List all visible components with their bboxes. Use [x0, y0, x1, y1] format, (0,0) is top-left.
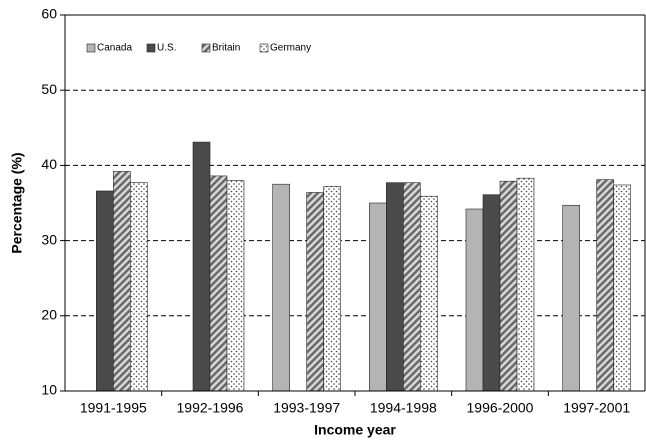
x-tick-label: 1993-1997 [273, 400, 340, 416]
bar [226, 180, 245, 392]
bar [516, 177, 535, 392]
bar [499, 180, 518, 392]
bar [130, 182, 148, 392]
bar [323, 186, 341, 392]
y-tick-label: 10 [41, 382, 57, 398]
bar [420, 195, 438, 392]
legend-swatch [201, 43, 211, 53]
x-tick-label: 1991-1995 [80, 400, 147, 416]
legend-swatch [259, 43, 269, 53]
bar [596, 179, 614, 392]
x-tick-label: 1994-1998 [370, 400, 437, 416]
y-tick-label: 60 [41, 6, 57, 22]
x-tick-label: 1996-2000 [467, 400, 534, 416]
bar [465, 208, 484, 392]
bar [482, 194, 501, 392]
x-tick-label: 1992-1996 [177, 400, 244, 416]
legend-label: Germany [270, 43, 311, 54]
legend-label: Canada [97, 43, 132, 54]
bar [369, 202, 387, 392]
y-tick-label: 40 [41, 156, 57, 172]
bar [192, 141, 211, 392]
bar [386, 182, 404, 392]
y-tick-label: 30 [41, 231, 57, 247]
bar [272, 183, 290, 392]
bar [209, 175, 228, 392]
y-tick-label: 20 [41, 307, 57, 323]
bar [562, 204, 580, 392]
y-tick-label: 50 [41, 81, 57, 97]
bar [96, 190, 114, 392]
legend-swatch [146, 43, 156, 53]
bar [306, 192, 324, 392]
bar [613, 184, 631, 392]
bar [113, 171, 131, 392]
y-axis-title: Percentage (%) [9, 152, 25, 253]
x-axis-title: Income year [314, 422, 396, 438]
legend-label: Britain [212, 43, 240, 54]
x-tick-label: 1997-2001 [563, 400, 630, 416]
legend-label: U.S. [157, 43, 176, 54]
legend-swatch [86, 43, 96, 53]
bar [403, 182, 421, 392]
